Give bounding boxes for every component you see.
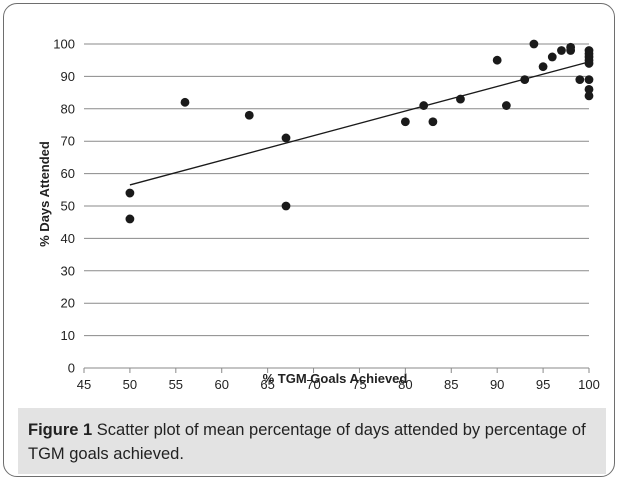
x-tick-label: 90: [490, 377, 504, 392]
data-point: [501, 101, 511, 110]
data-point: [584, 75, 594, 85]
data-point: [520, 75, 530, 85]
y-tick-labels: 0 10 20 30 40 50 60 70 80 90 100: [53, 37, 75, 376]
x-tick-label: 50: [123, 377, 137, 392]
data-point: [566, 46, 576, 55]
x-tick-label: 100: [578, 377, 600, 392]
y-tick-label: 40: [61, 231, 75, 246]
x-tick-label: 95: [536, 377, 550, 392]
data-point: [538, 62, 548, 72]
x-tick-label: 60: [214, 377, 228, 392]
x-tick-label: 55: [169, 377, 183, 392]
scatter-chart: 0 10 20 30 40 50 60 70 80 90 100 45 50 55 60 65 70 75 80 8…: [37, 37, 600, 393]
data-point: [281, 133, 291, 143]
data-point: [125, 188, 135, 198]
data-point: [428, 117, 438, 127]
data-point: [244, 110, 254, 120]
y-tick-label: 90: [61, 69, 75, 84]
data-point: [281, 201, 291, 211]
x-tick-label: 85: [444, 377, 458, 392]
x-tick-label: 80: [398, 377, 412, 392]
data-point: [180, 97, 190, 107]
y-tick-label: 20: [61, 296, 75, 311]
x-tick-label: 65: [260, 377, 274, 392]
data-point: [400, 117, 410, 127]
y-tick-label: 0: [68, 361, 75, 376]
data-point: [492, 55, 502, 65]
x-tick-label: 45: [77, 377, 91, 392]
data-point: [584, 91, 594, 101]
y-tick-label: 60: [61, 166, 75, 181]
x-tick-labels: 45 50 55 60 65 70 75 80 85 90 95 100: [77, 377, 600, 392]
data-point: [419, 101, 429, 110]
trendline-group: [129, 61, 590, 186]
y-tick-label: 70: [61, 134, 75, 149]
figure-frame: 0 10 20 30 40 50 60 70 80 90 100 45 50 55 60 65 70 75 80 8…: [3, 3, 615, 477]
data-point: [529, 39, 539, 49]
y-tick-label: 50: [61, 199, 75, 214]
caption-label: Figure 1: [28, 421, 93, 439]
data-point: [584, 59, 594, 68]
data-point: [125, 214, 135, 224]
data-point: [456, 94, 465, 104]
data-point: [584, 84, 594, 94]
x-tick-label: 70: [306, 377, 320, 392]
y-tick-label: 100: [53, 37, 75, 52]
figure-caption: Figure 1 Scatter plot of mean percentage…: [18, 408, 606, 474]
grid-lines: [84, 43, 589, 337]
x-tick-label: 75: [352, 377, 366, 392]
data-points: [125, 39, 594, 224]
y-tick-label: 80: [61, 101, 75, 116]
data-point: [575, 75, 585, 85]
data-point: [557, 46, 566, 55]
caption-text: Scatter plot of mean percentage of days …: [28, 421, 586, 463]
trendline: [129, 61, 590, 186]
y-axis-title: % Days Attended: [37, 141, 52, 247]
y-tick-label: 30: [61, 263, 75, 278]
y-tick-label: 10: [61, 328, 75, 343]
axes: [83, 367, 590, 373]
x-axis-title: % TGM Goals Achieved: [263, 371, 408, 386]
data-point: [547, 52, 557, 62]
